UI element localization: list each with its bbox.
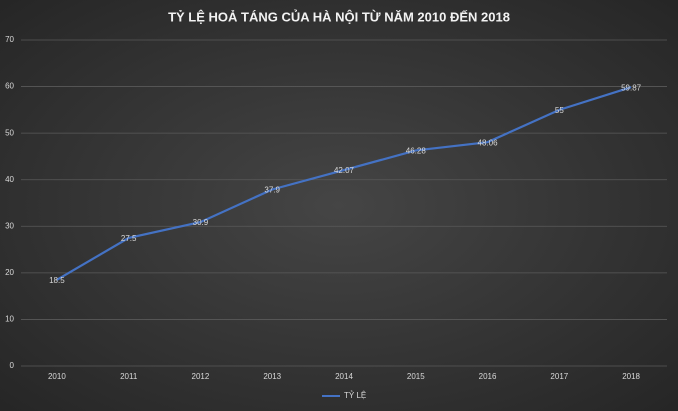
x-tick-label: 2013 [263,372,281,381]
series-line [56,86,632,281]
x-tick-label: 2010 [48,372,66,381]
y-tick-label: 20 [5,268,14,277]
x-tick-label: 2015 [407,372,425,381]
data-label: 42.07 [334,166,355,175]
x-tick-label: 2017 [550,372,568,381]
x-tick-label: 2014 [335,372,353,381]
chart-title: TỶ LỆ HOẢ TÁNG CỦA HÀ NỘI TỪ NĂM 2010 ĐẾ… [168,9,510,24]
data-label: 55 [555,106,564,115]
data-label: 59.87 [621,83,642,92]
y-tick-label: 30 [5,221,14,230]
y-tick-label: 60 [5,82,14,91]
x-tick-label: 2011 [120,372,138,381]
data-label: 48.06 [478,138,499,147]
x-tick-label: 2018 [622,372,640,381]
y-tick-label: 10 [5,315,14,324]
data-label: 46.28 [406,147,427,156]
y-tick-label: 0 [10,361,15,370]
y-tick-label: 50 [5,128,14,137]
y-tick-label: 40 [5,175,14,184]
data-label: 30.9 [193,218,209,227]
legend-label: TỶ LỆ [344,391,366,400]
x-tick-label: 2016 [479,372,497,381]
data-label: 18.5 [49,276,65,285]
data-label: 27.5 [121,234,137,243]
y-tick-label: 70 [5,35,14,44]
data-label: 37.9 [264,186,280,195]
x-tick-label: 2012 [192,372,210,381]
